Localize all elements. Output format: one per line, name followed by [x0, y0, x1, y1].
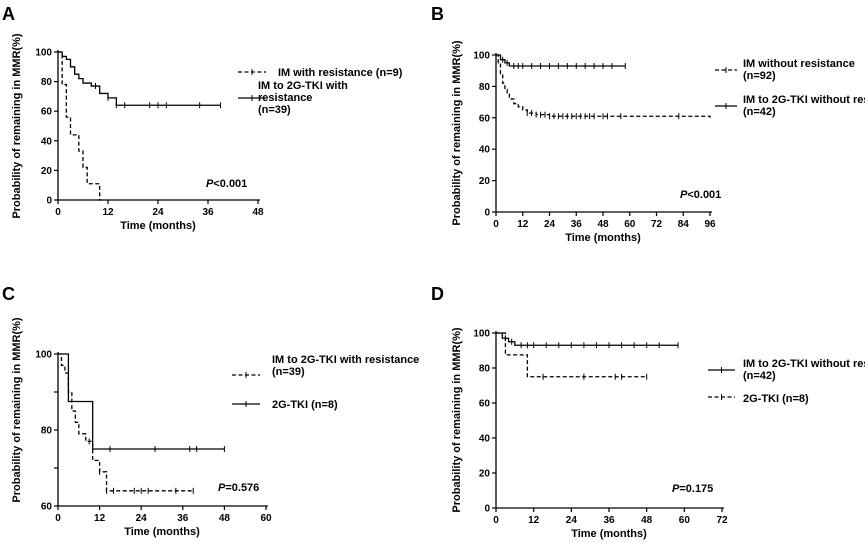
p-value-b: P<0.001: [680, 189, 721, 201]
y-tick-label-a: 40: [41, 136, 53, 147]
x-tick-label-a: 0: [55, 207, 61, 218]
km-curve-a-1: [58, 51, 104, 201]
y-tick-label-b: 20: [479, 176, 491, 187]
x-tick-label-c: 12: [94, 513, 106, 524]
panel-letter-a: A: [2, 4, 15, 24]
km-curve-d-1: [496, 332, 679, 346]
y-tick-label-b: 80: [479, 82, 491, 93]
legend-label-b-1: IM without resistance: [743, 58, 855, 70]
x-tick-label-b: 60: [624, 219, 636, 230]
y-axis-title-a: Probability of remaining in MMR(%): [11, 33, 23, 219]
legend-label-c-1: IM to 2G-TKI with resistance: [272, 354, 419, 366]
x-tick-label-a: 24: [152, 207, 164, 218]
y-tick-label-a: 20: [41, 166, 53, 177]
panel-letter-d: D: [431, 284, 444, 304]
legend-label-d-1: (n=42): [743, 370, 776, 382]
panel-letter-c: C: [2, 284, 15, 304]
x-tick-label-d: 36: [603, 515, 615, 526]
y-tick-label-a: 100: [35, 48, 52, 59]
y-tick-label-d: 100: [473, 329, 490, 340]
x-tick-label-b: 0: [493, 219, 499, 230]
y-tick-label-d: 0: [484, 504, 490, 515]
y-tick-label-b: 100: [473, 51, 490, 62]
legend-label-a-2: resistance: [258, 92, 312, 104]
y-tick-label-d: 40: [479, 434, 491, 445]
x-tick-label-a: 12: [102, 207, 114, 218]
x-tick-label-b: 96: [704, 219, 716, 230]
y-tick-label-a: 0: [46, 196, 52, 207]
x-tick-label-c: 48: [219, 513, 231, 524]
x-axis-title-c: Time (months): [124, 526, 200, 538]
x-tick-label-d: 72: [716, 515, 728, 526]
y-axis-title-b: Probability of remaining in MMR(%): [451, 40, 463, 226]
x-tick-label-d: 0: [493, 515, 499, 526]
x-tick-label-b: 36: [571, 219, 583, 230]
y-tick-label-b: 40: [479, 145, 491, 156]
x-tick-label-d: 24: [566, 515, 578, 526]
km-curve-d-2: [496, 332, 647, 378]
legend-label-b-1: (n=92): [743, 70, 776, 82]
x-tick-label-b: 48: [597, 219, 609, 230]
x-axis-title-d: Time (months): [571, 528, 647, 540]
legend-label-a-2: IM to 2G-TKI with: [258, 80, 348, 92]
legend-label-c-1: (n=39): [272, 366, 305, 378]
x-tick-label-d: 48: [641, 515, 653, 526]
x-tick-label-c: 36: [177, 513, 189, 524]
y-tick-label-a: 60: [41, 107, 53, 118]
y-tick-label-b: 0: [484, 208, 490, 219]
km-curve-b-2: [496, 54, 626, 67]
x-tick-label-c: 24: [136, 513, 148, 524]
x-axis-title-a: Time (months): [120, 220, 196, 232]
x-tick-label-b: 72: [651, 219, 663, 230]
km-curve-c-1: [58, 353, 194, 492]
y-tick-label-d: 80: [479, 364, 491, 375]
x-tick-label-d: 12: [528, 515, 540, 526]
legend-label-b-2: IM to 2G-TKI without resistance: [743, 94, 865, 106]
y-tick-label-d: 60: [479, 399, 491, 410]
x-tick-label-b: 12: [517, 219, 529, 230]
p-value-a: P<0.001: [206, 178, 247, 190]
legend-label-d-1: IM to 2G-TKI without resistance: [743, 358, 865, 370]
x-tick-label-b: 84: [678, 219, 690, 230]
legend-label-c-2: 2G-TKI (n=8): [272, 399, 338, 411]
legend-label-b-2: (n=42): [743, 106, 776, 118]
y-tick-label-b: 60: [479, 113, 491, 124]
km-curve-a-2: [58, 51, 221, 106]
y-tick-label-c: 100: [35, 350, 52, 361]
x-tick-label-c: 0: [55, 513, 61, 524]
x-tick-label-c: 60: [260, 513, 272, 524]
x-tick-label-d: 60: [679, 515, 691, 526]
x-tick-label-a: 36: [202, 207, 214, 218]
x-tick-label-b: 24: [544, 219, 556, 230]
p-value-c: P=0.576: [218, 482, 259, 494]
y-tick-label-a: 80: [41, 77, 53, 88]
y-tick-label-c: 60: [41, 502, 53, 513]
y-axis-title-d: Probability of remaining in MMR(%): [451, 327, 463, 513]
y-tick-label-d: 20: [479, 469, 491, 480]
legend-label-a-2: (n=39): [258, 104, 291, 116]
x-axis-title-b: Time (months): [565, 232, 641, 244]
km-curve-c-2: [58, 353, 225, 450]
y-axis-title-c: Probability of remaining in MMR(%): [11, 317, 23, 503]
x-tick-label-a: 48: [252, 207, 264, 218]
y-tick-label-c: 80: [41, 426, 53, 437]
legend-label-d-2: 2G-TKI (n=8): [743, 393, 809, 405]
legend-label-a-1: IM with resistance (n=9): [278, 67, 403, 79]
p-value-d: P=0.175: [672, 483, 713, 495]
panel-letter-b: B: [431, 4, 444, 24]
